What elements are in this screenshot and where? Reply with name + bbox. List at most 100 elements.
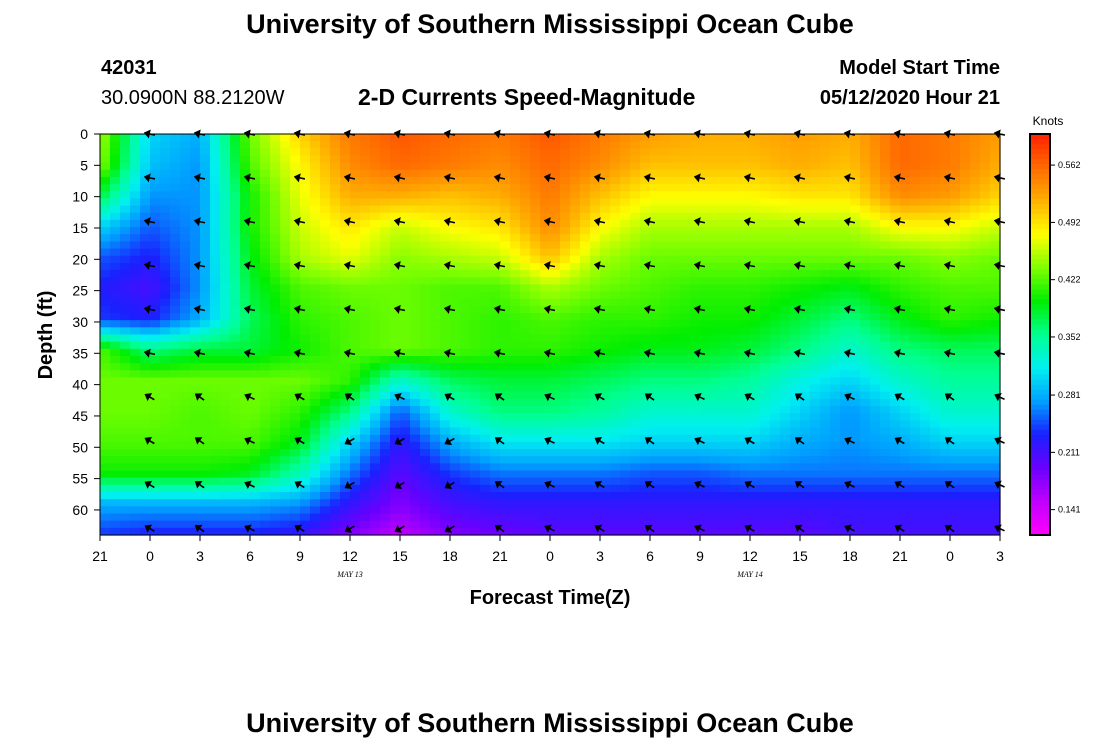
heatmap-cell bbox=[410, 320, 421, 328]
heatmap-cell bbox=[640, 155, 651, 164]
heatmap-cell bbox=[730, 370, 741, 379]
heatmap-cell bbox=[380, 406, 391, 414]
heatmap-cell bbox=[560, 313, 571, 321]
heatmap-cell bbox=[710, 169, 721, 178]
heatmap-cell bbox=[590, 284, 601, 293]
heatmap-cell bbox=[270, 305, 281, 314]
heatmap-cell bbox=[550, 427, 561, 436]
heatmap-cell bbox=[650, 212, 661, 221]
heatmap-cell bbox=[450, 506, 461, 515]
heatmap-cell bbox=[790, 320, 801, 328]
heatmap-cell bbox=[150, 370, 161, 379]
heatmap-cell bbox=[940, 406, 951, 414]
heatmap-cell bbox=[940, 506, 951, 515]
heatmap-cell bbox=[500, 470, 511, 479]
heatmap-cell bbox=[280, 241, 291, 250]
heatmap-cell bbox=[930, 456, 941, 464]
heatmap-cell bbox=[840, 255, 851, 264]
heatmap-cell bbox=[560, 506, 571, 515]
heatmap-cell bbox=[890, 370, 901, 379]
heatmap-cell bbox=[800, 277, 811, 285]
heatmap-cell bbox=[410, 334, 421, 343]
heatmap-cell bbox=[450, 355, 461, 364]
heatmap-cell bbox=[340, 141, 351, 149]
heatmap-cell bbox=[860, 155, 871, 164]
heatmap-cell bbox=[520, 327, 531, 336]
heatmap-cell bbox=[120, 484, 131, 493]
heatmap-cell bbox=[690, 484, 701, 493]
heatmap-cell bbox=[430, 320, 441, 328]
heatmap-cell bbox=[970, 477, 981, 486]
heatmap-cell bbox=[800, 441, 811, 450]
heatmap-cell bbox=[870, 441, 881, 450]
heatmap-cell bbox=[420, 205, 431, 214]
heatmap-cell bbox=[190, 370, 201, 379]
heatmap-cell bbox=[180, 420, 191, 429]
heatmap-cell bbox=[450, 398, 461, 407]
heatmap-cell bbox=[260, 227, 271, 235]
heatmap-cell bbox=[200, 141, 211, 149]
heatmap-cell bbox=[630, 377, 641, 386]
heatmap-cell bbox=[590, 277, 601, 285]
heatmap-cell bbox=[900, 513, 911, 522]
heatmap-cell bbox=[980, 348, 991, 357]
heatmap-cell bbox=[540, 320, 551, 328]
heatmap-cell bbox=[880, 391, 891, 400]
heatmap-cell bbox=[590, 270, 601, 278]
heatmap-cell bbox=[350, 134, 361, 142]
heatmap-cell bbox=[100, 327, 111, 336]
heatmap-cell bbox=[750, 262, 761, 271]
heatmap-cell bbox=[560, 513, 571, 522]
heatmap-cell bbox=[290, 363, 301, 371]
heatmap-cell bbox=[790, 391, 801, 400]
heatmap-cell bbox=[650, 434, 661, 443]
heatmap-cell bbox=[210, 463, 221, 472]
heatmap-cell bbox=[180, 262, 191, 271]
heatmap-cell bbox=[430, 205, 441, 214]
heatmap-cell bbox=[700, 291, 711, 300]
heatmap-cell bbox=[510, 377, 521, 386]
heatmap-cell bbox=[410, 463, 421, 472]
heatmap-cell bbox=[100, 148, 111, 157]
heatmap-cell bbox=[150, 284, 161, 293]
heatmap-cell bbox=[240, 148, 251, 157]
heatmap-cell bbox=[980, 441, 991, 450]
heatmap-cell bbox=[110, 241, 121, 250]
heatmap-cell bbox=[310, 441, 321, 450]
heatmap-cell bbox=[610, 155, 621, 164]
heatmap-cell bbox=[620, 198, 631, 207]
heatmap-cell bbox=[510, 162, 521, 171]
heatmap-cell bbox=[960, 470, 971, 479]
heatmap-cell bbox=[260, 492, 271, 500]
heatmap-cell bbox=[620, 284, 631, 293]
heatmap-cell bbox=[620, 477, 631, 486]
heatmap-cell bbox=[440, 162, 451, 171]
heatmap-cell bbox=[640, 320, 651, 328]
heatmap-cell bbox=[120, 205, 131, 214]
heatmap-cell bbox=[180, 492, 191, 500]
heatmap-cell bbox=[410, 513, 421, 522]
heatmap-cell bbox=[310, 284, 321, 293]
heatmap-cell bbox=[470, 184, 481, 192]
heatmap-cell bbox=[420, 134, 431, 142]
heatmap-cell bbox=[510, 506, 521, 515]
heatmap-cell bbox=[450, 413, 461, 422]
heatmap-cell bbox=[910, 284, 921, 293]
heatmap-cell bbox=[690, 227, 701, 235]
heatmap-cell bbox=[160, 341, 171, 350]
heatmap-cell bbox=[680, 155, 691, 164]
heatmap-cell bbox=[240, 176, 251, 185]
heatmap-cell bbox=[500, 184, 511, 192]
heatmap-cell bbox=[160, 492, 171, 500]
heatmap-cell bbox=[930, 134, 941, 142]
heatmap-cell bbox=[200, 191, 211, 200]
heatmap-cell bbox=[380, 413, 391, 422]
heatmap-cell bbox=[130, 527, 141, 536]
heatmap-cell bbox=[890, 441, 901, 450]
heatmap-cell bbox=[240, 420, 251, 429]
heatmap-cell bbox=[900, 227, 911, 235]
heatmap-cell bbox=[670, 134, 681, 142]
heatmap-cell bbox=[120, 456, 131, 464]
heatmap-cell bbox=[520, 413, 531, 422]
heatmap-cell bbox=[230, 327, 241, 336]
